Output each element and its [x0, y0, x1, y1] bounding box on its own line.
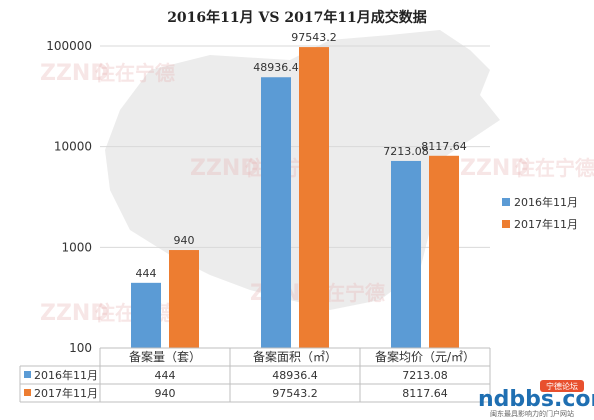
- brand-slogan: 闽东最具影响力的门户网站: [490, 409, 574, 418]
- y-tick-label: 10000: [54, 140, 92, 154]
- data-label: 444: [136, 267, 157, 280]
- category-label: 备案量（套）: [129, 349, 201, 364]
- table-cell: 48936.4: [272, 369, 318, 382]
- table-cell: 7213.08: [402, 369, 448, 382]
- table-cell: 940: [155, 387, 176, 400]
- table-series-swatch: [24, 389, 31, 396]
- table-cell: 444: [155, 369, 176, 382]
- watermark-logo: ZZND: [190, 156, 259, 181]
- y-tick-label: 1000: [61, 240, 92, 254]
- bar-layer: [131, 47, 459, 349]
- legend-label: 2016年11月: [514, 195, 578, 209]
- y-tick-label: 100: [69, 341, 92, 355]
- category-label: 备案均价（元/㎡）: [375, 349, 475, 364]
- table-series-name: 2017年11月: [34, 386, 98, 400]
- data-label: 940: [174, 234, 195, 247]
- data-label: 48936.4: [253, 61, 299, 74]
- bar-2017: [429, 155, 459, 348]
- watermark-logo: ZZND: [40, 61, 109, 86]
- watermark-text: 住在宁德: [95, 61, 175, 85]
- brand-logo: 宁德论坛 ndbbs.com 闽东最具影响力的门户网站: [478, 380, 594, 418]
- legend: 2016年11月 2017年11月: [502, 195, 578, 231]
- brand-name: ndbbs.com: [478, 387, 594, 412]
- data-label: 97543.2: [291, 31, 337, 44]
- table-cell: 97543.2: [272, 387, 318, 400]
- watermark-logo: ZZND: [460, 156, 529, 181]
- legend-swatch: [502, 198, 510, 206]
- bar-2017: [299, 47, 329, 349]
- bar-2016: [261, 77, 291, 348]
- legend-swatch: [502, 220, 510, 228]
- data-table: 备案量（套） 备案面积（㎡） 备案均价（元/㎡） 2016年11月 444 48936.4…: [19, 347, 491, 403]
- data-label: 7213.08: [383, 145, 429, 158]
- brand-tag-bg: [540, 380, 584, 392]
- table-cell: 8117.64: [402, 387, 448, 400]
- brand-tag: 宁德论坛: [546, 381, 578, 391]
- table-series-swatch: [24, 371, 31, 378]
- bar-2016: [131, 282, 161, 348]
- data-label: 8117.64: [421, 140, 467, 153]
- y-axis: 100 1000 10000 100000: [46, 39, 92, 355]
- legend-label: 2017年11月: [514, 217, 578, 231]
- watermark-text: 住在宁德: [515, 156, 594, 180]
- watermark-logo: ZZND: [40, 301, 109, 326]
- bar-2017: [169, 250, 199, 348]
- table-series-name: 2016年11月: [34, 368, 98, 382]
- category-label: 备案面积（㎡）: [253, 349, 337, 364]
- chart-title: 2016年11月 VS 2017年11月成交数据: [167, 9, 427, 26]
- bar-2016: [391, 160, 421, 348]
- y-tick-label: 100000: [46, 39, 92, 53]
